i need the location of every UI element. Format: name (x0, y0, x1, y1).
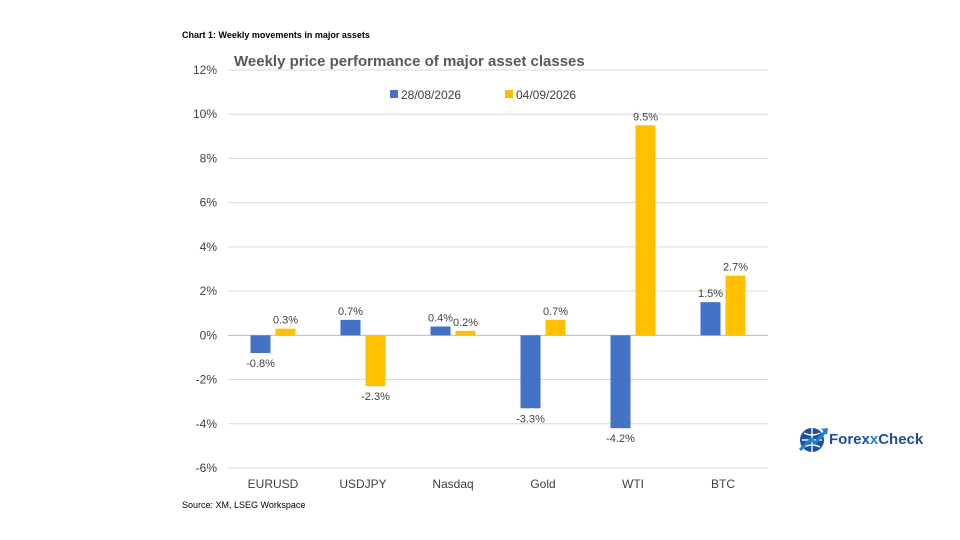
bar (250, 335, 271, 354)
logo-wordmark: ForexxCheck (829, 430, 924, 448)
y-tick-label: 4% (200, 240, 218, 254)
data-label: 1.5% (698, 288, 723, 300)
source-note: Source: XM, LSEG Workspace (182, 500, 306, 510)
legend-swatch (505, 90, 513, 98)
bar (725, 275, 746, 336)
chart-caption: Chart 1: Weekly movements in major asset… (182, 30, 370, 40)
bar (520, 335, 541, 409)
y-tick-label: 8% (200, 151, 218, 165)
y-tick-label: 2% (200, 284, 218, 298)
bar (700, 302, 721, 336)
y-tick-label: -6% (196, 461, 218, 475)
bar (455, 330, 476, 336)
data-label: -2.3% (361, 391, 390, 403)
x-tick-label: USDJPY (339, 477, 386, 491)
data-label: 0.2% (453, 317, 478, 329)
bar (365, 335, 386, 387)
bar (340, 319, 361, 336)
legend-label: 04/09/2026 (516, 88, 576, 102)
x-tick-label: BTC (711, 477, 735, 491)
y-tick-label: 0% (200, 328, 218, 342)
data-label: -3.3% (516, 413, 545, 425)
data-label: -4.2% (606, 433, 635, 445)
x-tick-label: Gold (530, 477, 555, 491)
legend-label: 28/08/2026 (401, 88, 461, 102)
forexcheck-logo: ForexxCheck (797, 422, 927, 456)
bar (610, 335, 631, 429)
globe-arrow-icon (798, 428, 828, 452)
data-label: 0.3% (273, 315, 298, 327)
legend-swatch (390, 90, 398, 98)
x-tick-label: EURUSD (248, 477, 299, 491)
y-tick-label: -4% (196, 417, 218, 431)
x-tick-label: Nasdaq (432, 477, 473, 491)
data-label: 0.7% (338, 306, 363, 318)
bar (275, 328, 296, 336)
data-label: 9.5% (633, 111, 658, 123)
data-label: -0.8% (246, 358, 275, 370)
bar (430, 326, 451, 336)
bar (545, 319, 566, 336)
y-tick-label: -2% (196, 373, 218, 387)
y-tick-label: 6% (200, 196, 218, 210)
bar (635, 125, 656, 336)
data-label: 0.4% (428, 312, 453, 324)
y-tick-label: 10% (193, 107, 217, 121)
chart-title: Weekly price performance of major asset … (234, 53, 585, 70)
x-tick-label: WTI (622, 477, 644, 491)
y-tick-label: 12% (193, 63, 217, 77)
data-label: 0.7% (543, 306, 568, 318)
data-label: 2.7% (723, 262, 748, 274)
